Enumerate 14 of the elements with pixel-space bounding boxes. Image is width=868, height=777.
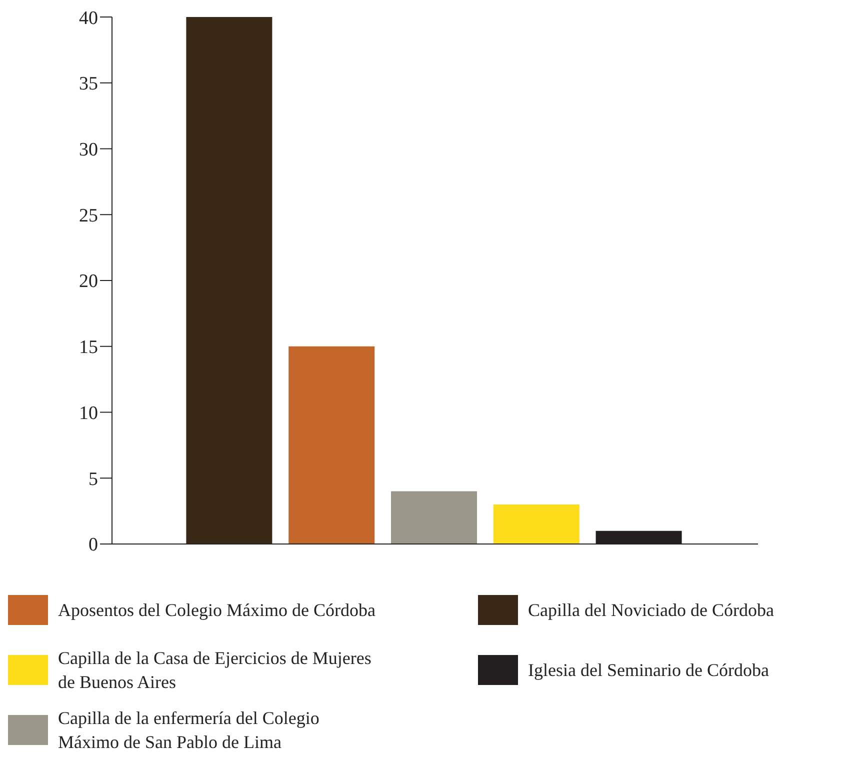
legend-label: Iglesia del Seminario de Córdoba: [528, 659, 770, 682]
y-tick-label: 10: [79, 402, 98, 424]
y-tick-label: 0: [88, 534, 98, 556]
y-tick-label: 15: [79, 337, 98, 358]
y-tick-label: 30: [79, 139, 98, 160]
legend-label: Aposentos del Colegio Máximo de Córdoba: [58, 599, 376, 622]
legend-label: Capilla de la enfermería del Colegio Máximo de San Pablo de Lima: [58, 707, 320, 754]
y-tick-label: 5: [88, 468, 98, 490]
y-tick-label: 20: [79, 271, 98, 292]
legend-label: Capilla de la Casa de Ejercicios de Mujeres de Buenos Aires: [58, 647, 372, 694]
y-tick-label: 35: [79, 74, 98, 95]
y-tick-label: 25: [79, 205, 98, 226]
y-tick-label: 40: [79, 8, 98, 29]
legend-label: Capilla del Noviciado de Córdoba: [528, 599, 775, 622]
